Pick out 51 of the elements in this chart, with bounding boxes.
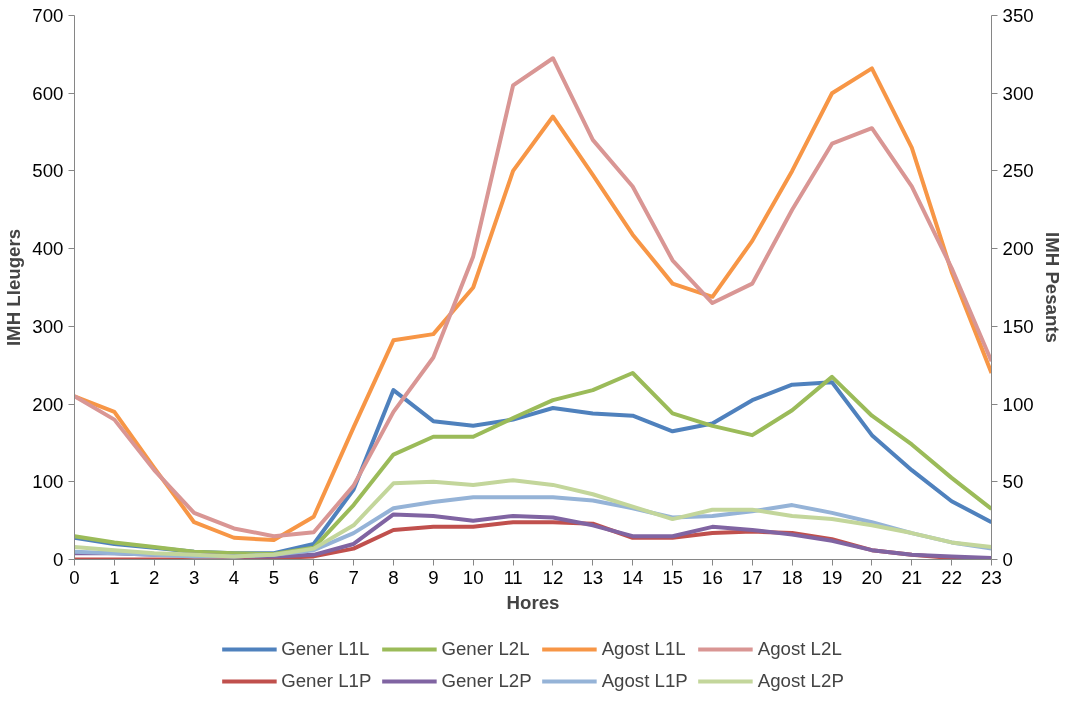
y-axis-title: IMH Lleugers bbox=[3, 228, 25, 347]
y-tick-label: 300 bbox=[32, 315, 64, 337]
x-tick-label: 6 bbox=[308, 566, 319, 588]
y2-tick-label: 50 bbox=[1002, 471, 1024, 493]
x-tick-label: 1 bbox=[109, 566, 120, 588]
x-tick-label: 11 bbox=[503, 566, 523, 588]
x-tick-label: 23 bbox=[981, 566, 1002, 588]
legend-label: Agost L1L bbox=[601, 638, 686, 660]
y2-tick-label: 100 bbox=[1002, 393, 1034, 415]
x-tick-label: 14 bbox=[622, 566, 644, 588]
x-tick-label: 10 bbox=[462, 566, 484, 588]
y-tick-label: 100 bbox=[32, 471, 64, 493]
x-tick-label: 19 bbox=[821, 566, 843, 588]
x-tick-label: 20 bbox=[861, 566, 883, 588]
x-tick-label: 21 bbox=[901, 566, 923, 588]
y2-tick-label: 200 bbox=[1002, 238, 1034, 260]
y-tick-label: 200 bbox=[32, 393, 64, 415]
x-tick-label: 22 bbox=[941, 566, 963, 588]
x-tick-label: 0 bbox=[69, 566, 80, 588]
x-tick-label: 13 bbox=[582, 566, 604, 588]
y-tick-label: 0 bbox=[53, 549, 64, 570]
y-tick-label: 700 bbox=[32, 5, 64, 26]
x-tick-label: 18 bbox=[781, 566, 803, 588]
legend-label: Agost L2P bbox=[757, 670, 844, 692]
x-tick-label: 15 bbox=[662, 566, 683, 588]
legend-label: Gener L2L bbox=[441, 638, 530, 660]
y-tick-label: 600 bbox=[32, 82, 64, 104]
legend-label: Gener L2P bbox=[441, 670, 532, 692]
x-tick-label: 2 bbox=[149, 566, 160, 588]
y2-axis-title: IMH Pesants bbox=[1041, 232, 1063, 343]
x-tick-label: 16 bbox=[702, 566, 723, 588]
x-tick-label: 17 bbox=[741, 566, 763, 588]
y-tick-label: 500 bbox=[32, 160, 64, 182]
y2-tick-label: 150 bbox=[1002, 315, 1034, 337]
x-axis-title: Hores bbox=[506, 591, 560, 613]
x-tick-label: 3 bbox=[188, 566, 200, 588]
x-tick-label: 5 bbox=[268, 566, 280, 588]
y2-tick-label: 0 bbox=[1002, 549, 1013, 570]
y-tick-label: 400 bbox=[32, 238, 64, 260]
x-tick-label: 4 bbox=[228, 566, 240, 588]
y2-tick-label: 350 bbox=[1002, 5, 1034, 26]
legend-label: Gener L1P bbox=[281, 670, 372, 692]
y2-tick-label: 300 bbox=[1002, 82, 1034, 104]
x-tick-label: 9 bbox=[428, 566, 439, 588]
legend-label: Gener L1L bbox=[281, 638, 370, 660]
x-tick-label: 8 bbox=[388, 566, 399, 588]
x-tick-label: 7 bbox=[348, 566, 359, 588]
legend-label: Agost L1P bbox=[601, 670, 688, 692]
y2-tick-label: 250 bbox=[1002, 160, 1034, 182]
legend-label: Agost L2L bbox=[757, 638, 842, 660]
x-tick-label: 12 bbox=[542, 566, 564, 588]
